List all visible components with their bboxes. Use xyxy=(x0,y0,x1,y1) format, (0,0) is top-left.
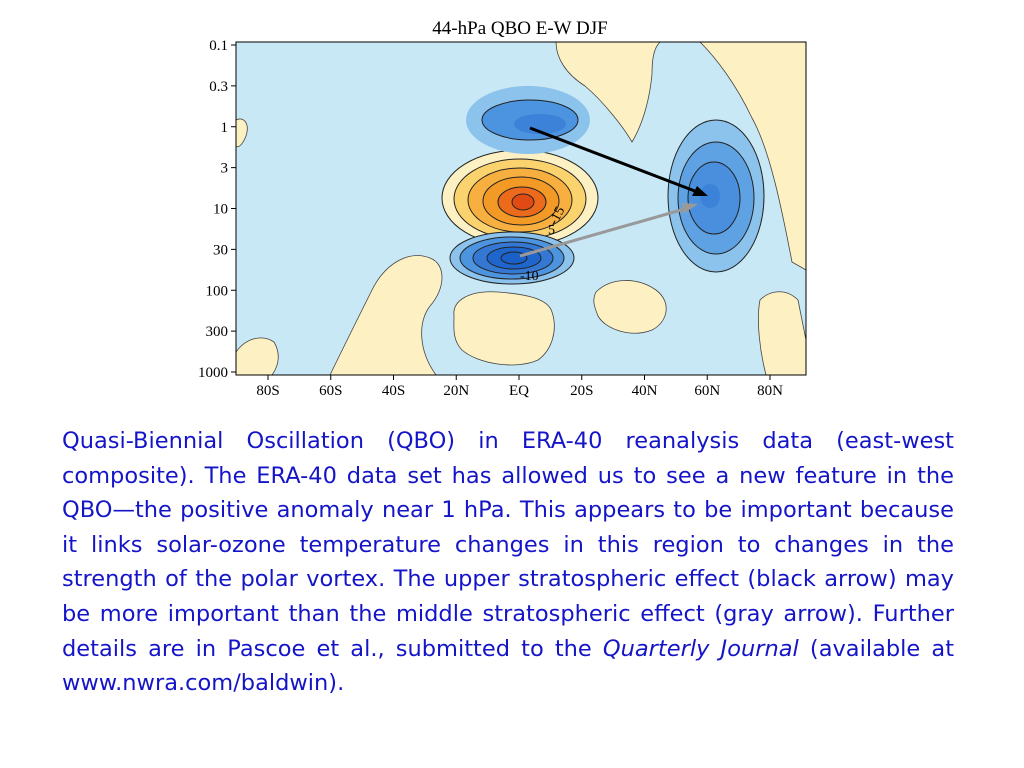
warm-region-lower-center xyxy=(453,291,555,366)
caption-journal-name: Quarterly Journal xyxy=(602,635,799,662)
caption-text-end: (available at www.nwra.com/baldwin). xyxy=(62,635,955,697)
gray-arrow-head xyxy=(682,203,698,214)
y-tick-label: 10 xyxy=(213,202,228,218)
black-arrow xyxy=(529,126,701,195)
x-tick-label: EQ xyxy=(509,383,529,399)
x-tick-label: 20N xyxy=(443,383,469,399)
warm-region-lower-left xyxy=(329,255,443,375)
x-tick-label: 20S xyxy=(570,383,593,399)
contour-label-minus-10: -10 xyxy=(520,269,539,284)
y-tick-label: 0.1 xyxy=(209,38,228,54)
y-tick-label: 100 xyxy=(206,283,229,299)
y-tick-label: 0.3 xyxy=(209,79,228,95)
y-tick-label: 3 xyxy=(221,161,229,177)
warm-region-lower-right xyxy=(593,280,667,334)
contour-field xyxy=(236,42,806,375)
x-tick-label: 40S xyxy=(382,383,405,399)
caption-text: Quasi-Biennial Oscillation (QBO) in ERA-… xyxy=(62,428,954,662)
y-tick-label: 30 xyxy=(213,242,228,258)
warm-spot-left xyxy=(236,118,248,148)
warm-region-top-center xyxy=(555,42,661,143)
x-tick-label: 80S xyxy=(256,383,279,399)
x-tick-label: 40N xyxy=(632,383,658,399)
x-tick-label: 80N xyxy=(757,383,783,399)
y-tick-label: 1000 xyxy=(198,365,228,381)
negative-polar-core xyxy=(700,184,720,208)
axis-ticks xyxy=(231,44,771,380)
gray-arrow xyxy=(519,206,689,258)
warm-region-right-column xyxy=(758,291,806,375)
y-tick-labels: 0.1 0.3 1 3 10 30 100 300 1000 xyxy=(198,38,228,381)
caption-paragraph: Quasi-Biennial Oscillation (QBO) in ERA-… xyxy=(62,424,954,701)
x-tick-labels: 80S 60S 40S 20N EQ 20S 40N 60N 80N xyxy=(256,383,783,399)
y-tick-label: 300 xyxy=(206,324,229,340)
contour-label-5: 5 xyxy=(548,223,555,238)
black-arrow-head xyxy=(692,186,708,196)
warm-region-bottom-left xyxy=(236,337,279,375)
positive-core xyxy=(511,193,535,211)
chart-title: 44-hPa QBO E-W DJF xyxy=(432,18,607,39)
warm-region-top-right xyxy=(699,42,806,271)
y-tick-label: 1 xyxy=(221,120,229,136)
negative-upper-core xyxy=(514,114,566,134)
x-tick-label: 60S xyxy=(319,383,342,399)
qbo-contour-plot: 44-hPa QBO E-W DJF xyxy=(198,18,807,399)
x-tick-label: 60N xyxy=(694,383,720,399)
qbo-figure: 44-hPa QBO E-W DJF xyxy=(198,18,807,399)
